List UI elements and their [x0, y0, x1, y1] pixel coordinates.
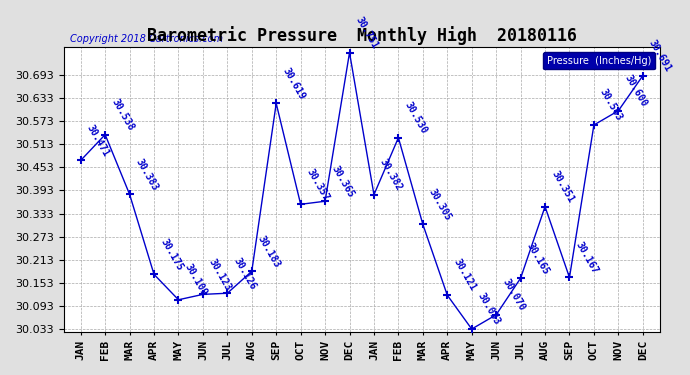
Text: 30.121: 30.121: [451, 258, 477, 293]
Text: 30.126: 30.126: [232, 255, 258, 291]
Text: 30.383: 30.383: [134, 157, 160, 192]
Text: 30.070: 30.070: [500, 277, 526, 313]
Text: Copyright 2018 Cartronics.com: Copyright 2018 Cartronics.com: [70, 34, 223, 44]
Text: 30.563: 30.563: [598, 87, 624, 123]
Text: 30.751: 30.751: [354, 15, 380, 51]
Legend: Pressure  (Inches/Hg): Pressure (Inches/Hg): [543, 52, 655, 69]
Text: 30.357: 30.357: [305, 166, 331, 202]
Text: 30.471: 30.471: [85, 123, 111, 158]
Text: 30.600: 30.600: [622, 73, 649, 109]
Text: 30.365: 30.365: [329, 164, 355, 199]
Text: 30.305: 30.305: [427, 187, 453, 222]
Text: 30.123: 30.123: [207, 257, 233, 292]
Text: 30.175: 30.175: [158, 237, 184, 272]
Text: 30.109: 30.109: [183, 262, 209, 298]
Text: 30.167: 30.167: [573, 240, 600, 275]
Text: 30.165: 30.165: [525, 240, 551, 276]
Text: 30.033: 30.033: [476, 291, 502, 327]
Text: 30.691: 30.691: [647, 38, 673, 74]
Text: 30.351: 30.351: [549, 169, 575, 204]
Text: 30.538: 30.538: [109, 97, 136, 132]
Text: 30.530: 30.530: [402, 100, 429, 135]
Title: Barometric Pressure  Monthly High  20180116: Barometric Pressure Monthly High 2018011…: [147, 26, 577, 45]
Text: 30.183: 30.183: [256, 234, 282, 269]
Text: 30.619: 30.619: [280, 66, 306, 101]
Text: 30.382: 30.382: [378, 157, 404, 192]
